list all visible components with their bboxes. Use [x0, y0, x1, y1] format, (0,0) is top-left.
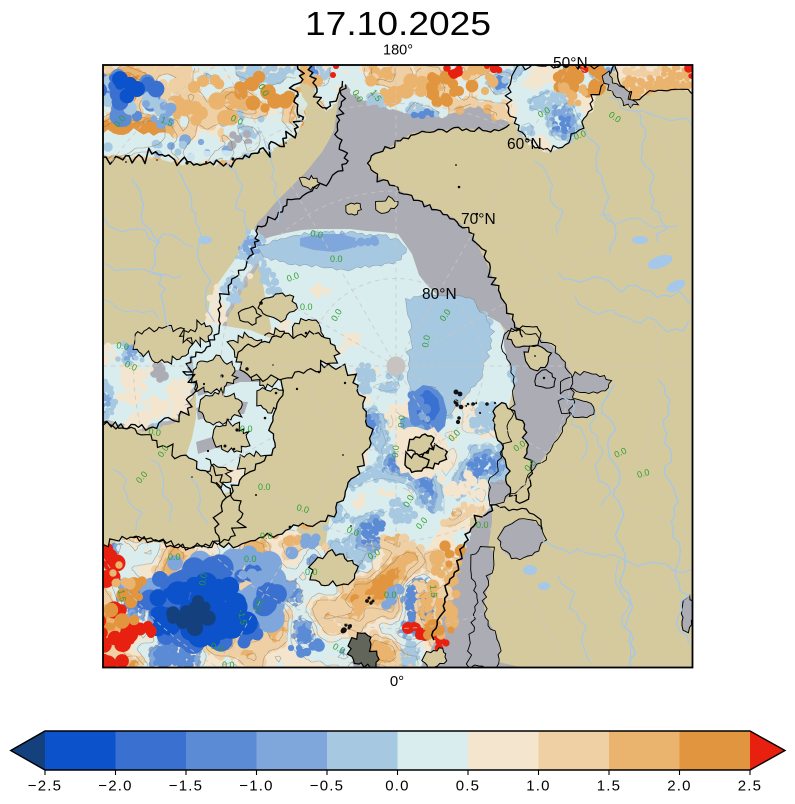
- svg-text:0.0: 0.0: [260, 531, 273, 541]
- svg-text:1.5: 1.5: [428, 584, 439, 597]
- svg-text:0.0: 0.0: [148, 426, 162, 438]
- svg-text:0.0: 0.0: [168, 552, 181, 562]
- svg-text:-1.5: -1.5: [236, 609, 249, 626]
- svg-text:0.0: 0.0: [396, 415, 407, 428]
- svg-text:0.0: 0.0: [295, 502, 310, 515]
- svg-text:2.5: 2.5: [738, 778, 762, 795]
- svg-text:1.5: 1.5: [597, 778, 621, 795]
- svg-text:60°N: 60°N: [507, 136, 542, 153]
- svg-text:0.5: 0.5: [456, 778, 480, 795]
- svg-text:0.0: 0.0: [258, 482, 271, 492]
- svg-text:0.0: 0.0: [252, 598, 265, 613]
- svg-text:17.10.2025: 17.10.2025: [305, 5, 491, 42]
- svg-text:0.0: 0.0: [123, 359, 139, 373]
- svg-text:0.0: 0.0: [390, 445, 401, 458]
- svg-text:0.0: 0.0: [209, 640, 224, 654]
- svg-text:0.0: 0.0: [420, 334, 432, 348]
- svg-text:1.5: 1.5: [116, 589, 128, 603]
- svg-text:−0.5: −0.5: [310, 778, 344, 795]
- svg-text:0.0: 0.0: [476, 520, 489, 530]
- svg-text:1.0: 1.0: [526, 778, 550, 795]
- svg-text:0.0: 0.0: [285, 270, 300, 284]
- svg-text:2.0: 2.0: [667, 778, 691, 795]
- svg-text:0.0: 0.0: [310, 228, 324, 240]
- svg-text:0.0: 0.0: [116, 340, 130, 352]
- svg-text:0.0: 0.0: [330, 254, 343, 264]
- svg-text:0.0: 0.0: [244, 554, 257, 564]
- svg-text:0.0: 0.0: [572, 128, 587, 142]
- svg-text:0.0: 0.0: [384, 590, 397, 600]
- svg-text:0.0: 0.0: [613, 445, 629, 459]
- svg-text:−2.0: −2.0: [98, 778, 132, 795]
- svg-text:0.0: 0.0: [305, 567, 318, 577]
- svg-text:0.0: 0.0: [222, 660, 235, 670]
- svg-text:0.0: 0.0: [385, 778, 409, 795]
- svg-text:0.0: 0.0: [345, 524, 360, 538]
- svg-text:0.0: 0.0: [300, 302, 313, 312]
- svg-text:1.5: 1.5: [159, 114, 174, 128]
- svg-text:50°N: 50°N: [553, 55, 588, 72]
- svg-text:−1.5: −1.5: [169, 778, 203, 795]
- svg-text:180°: 180°: [383, 43, 413, 59]
- svg-text:0.0: 0.0: [197, 572, 209, 586]
- svg-text:70°N: 70°N: [461, 211, 496, 228]
- svg-text:−1.0: −1.0: [239, 778, 273, 795]
- svg-text:0.0: 0.0: [240, 424, 253, 434]
- svg-text:0.0: 0.0: [636, 467, 651, 480]
- svg-text:80°N: 80°N: [422, 286, 457, 303]
- svg-text:−2.5: −2.5: [28, 778, 62, 795]
- svg-text:0.0: 0.0: [229, 113, 245, 127]
- svg-text:0°: 0°: [390, 673, 404, 690]
